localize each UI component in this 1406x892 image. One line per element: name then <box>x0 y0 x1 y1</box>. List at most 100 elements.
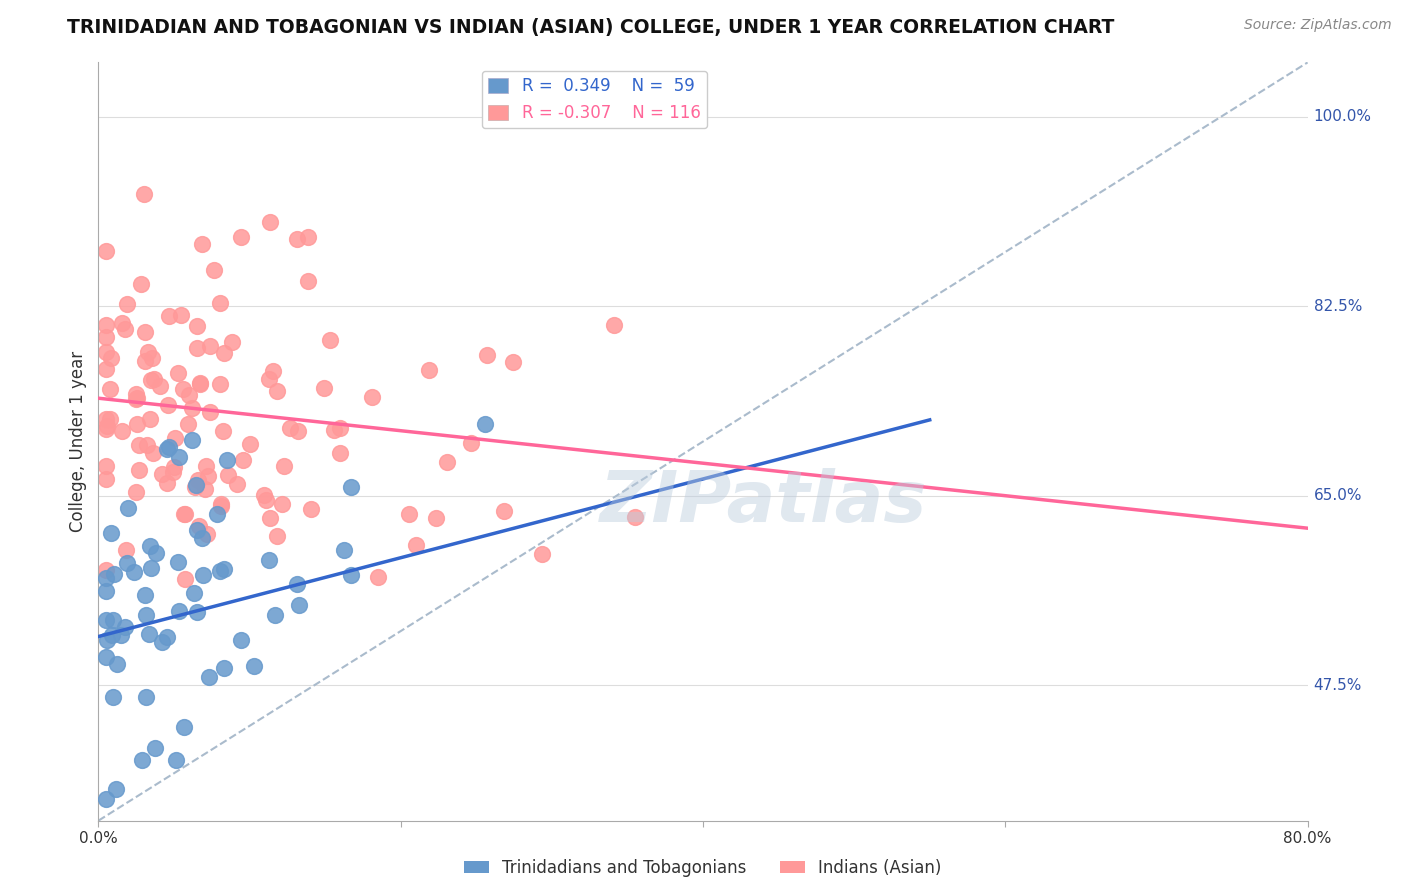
Point <box>254 492 277 507</box>
Point <box>136 438 159 452</box>
Point <box>94 411 117 425</box>
Point <box>285 232 308 246</box>
Point <box>262 364 284 378</box>
Point <box>134 325 156 339</box>
Point <box>122 565 145 579</box>
Point <box>333 542 356 557</box>
Point <box>94 318 117 333</box>
Point <box>214 345 236 359</box>
Point <box>167 555 190 569</box>
Point <box>96 633 118 648</box>
Point <box>202 262 225 277</box>
Point <box>142 372 165 386</box>
Point <box>167 604 190 618</box>
Point <box>111 316 134 330</box>
Point <box>94 571 117 585</box>
Point <box>257 372 280 386</box>
Point <box>136 345 159 359</box>
Point <box>128 463 150 477</box>
Point <box>477 347 499 361</box>
Point <box>287 577 309 591</box>
Point <box>173 507 195 521</box>
Point <box>134 353 156 368</box>
Point <box>195 459 218 474</box>
Point <box>398 507 420 521</box>
Point <box>94 345 117 359</box>
Point <box>157 309 180 323</box>
Point <box>138 539 160 553</box>
Point <box>94 650 117 665</box>
Point <box>96 418 118 433</box>
Point <box>141 351 163 366</box>
Point <box>167 450 190 464</box>
Point <box>243 658 266 673</box>
Point <box>474 417 496 431</box>
Point <box>159 440 181 454</box>
Point <box>142 446 165 460</box>
Point <box>94 422 117 436</box>
Point <box>94 244 117 258</box>
Point <box>103 567 125 582</box>
Point <box>209 564 232 578</box>
Point <box>502 355 524 369</box>
Point <box>188 377 211 392</box>
Point <box>135 690 157 705</box>
Point <box>259 215 281 229</box>
Text: Source: ZipAtlas.com: Source: ZipAtlas.com <box>1244 18 1392 32</box>
Point <box>129 277 152 292</box>
Point <box>278 421 301 435</box>
Point <box>288 598 311 612</box>
Point <box>94 458 117 473</box>
Point <box>273 458 295 473</box>
Point <box>229 633 252 648</box>
Point <box>128 438 150 452</box>
Point <box>200 404 222 418</box>
Point <box>114 620 136 634</box>
Point <box>314 381 336 395</box>
Point <box>94 362 117 376</box>
Point <box>172 382 194 396</box>
Point <box>111 424 134 438</box>
Point <box>139 412 162 426</box>
Point <box>191 531 214 545</box>
Text: 82.5%: 82.5% <box>1313 299 1362 314</box>
Point <box>184 480 207 494</box>
Point <box>135 607 157 622</box>
Point <box>174 507 197 521</box>
Point <box>339 480 361 494</box>
Text: 65.0%: 65.0% <box>1313 488 1362 503</box>
Point <box>194 482 217 496</box>
Point <box>105 657 128 671</box>
Point <box>624 509 647 524</box>
Point <box>197 469 219 483</box>
Point <box>167 366 190 380</box>
Point <box>163 431 186 445</box>
Point <box>143 741 166 756</box>
Point <box>208 296 231 310</box>
Point <box>212 424 235 438</box>
Point <box>177 387 200 401</box>
Point <box>132 186 155 201</box>
Point <box>212 562 235 576</box>
Point <box>98 411 121 425</box>
Point <box>145 546 167 560</box>
Point <box>329 420 352 434</box>
Point <box>149 378 172 392</box>
Point <box>209 499 232 513</box>
Point <box>425 510 447 524</box>
Point <box>287 425 309 439</box>
Point <box>117 501 139 516</box>
Point <box>405 538 427 552</box>
Point <box>361 390 384 404</box>
Point <box>221 335 243 350</box>
Point <box>98 382 121 396</box>
Point <box>340 568 363 582</box>
Text: ZIPatlas: ZIPatlas <box>600 467 927 537</box>
Point <box>217 468 239 483</box>
Point <box>94 584 117 599</box>
Point <box>186 606 208 620</box>
Point <box>115 542 138 557</box>
Point <box>319 333 342 347</box>
Point <box>198 339 221 353</box>
Point <box>188 376 211 391</box>
